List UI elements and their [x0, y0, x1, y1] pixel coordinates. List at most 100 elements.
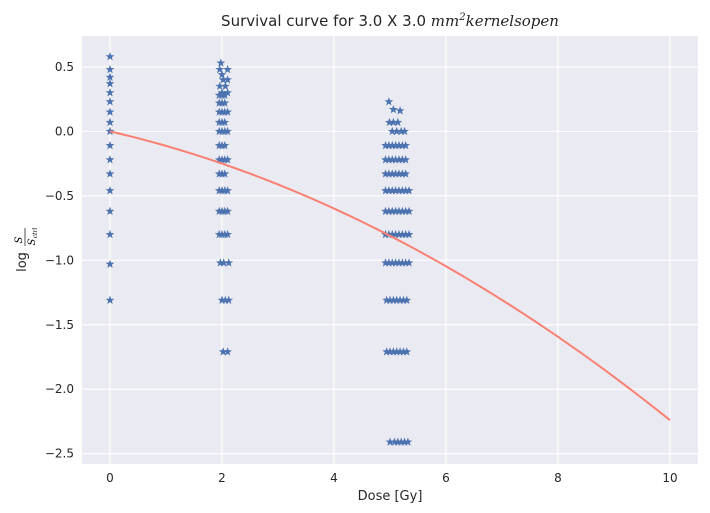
- scatter-point: [219, 258, 229, 267]
- scatter-point: [381, 169, 390, 178]
- scatter-point: [387, 206, 397, 216]
- scatter-point: [387, 169, 397, 178]
- scatter-point: [395, 347, 405, 356]
- scatter-point: [217, 70, 227, 79]
- scatter-point: [391, 155, 400, 164]
- y-axis-label-denominator: S: [27, 238, 38, 245]
- chart-title-math-rest: kernelsopen: [466, 12, 559, 30]
- scatter-point: [105, 295, 115, 304]
- scatter-point: [394, 206, 404, 216]
- scatter-point: [381, 258, 390, 267]
- scatter-point: [384, 229, 394, 239]
- x-axis-ticks: 0 2 4 6 8 10: [106, 471, 677, 485]
- scatter-point: [384, 97, 394, 106]
- scatter-point: [223, 75, 232, 84]
- x-tick-label: 8: [554, 471, 562, 485]
- scatter-point: [215, 81, 225, 90]
- scatter-point: [382, 295, 392, 304]
- scatter-point: [223, 347, 232, 356]
- scatter-point: [215, 258, 225, 267]
- scatter-point: [393, 117, 403, 127]
- scatter-point: [396, 126, 406, 136]
- scatter-point: [387, 126, 397, 136]
- scatter-point: [388, 347, 398, 356]
- scatter-point: [384, 140, 394, 150]
- scatter-point: [394, 186, 404, 195]
- scatter-point: [381, 186, 390, 195]
- x-tick-label: 10: [662, 471, 677, 485]
- scatter-point: [401, 186, 411, 195]
- scatter-point: [105, 79, 115, 88]
- fit-curve-group: [109, 130, 671, 421]
- scatter-point: [391, 258, 400, 267]
- scatter-point: [402, 295, 412, 304]
- scatter-point: [400, 126, 409, 136]
- scatter-point: [223, 126, 232, 136]
- scatter-point: [105, 169, 115, 178]
- scatter-point: [382, 347, 392, 356]
- y-tick-label: −0.5: [45, 189, 74, 203]
- scatter-point: [105, 126, 115, 136]
- scatter-point: [401, 155, 411, 164]
- chart-title-math-base: mm: [431, 12, 459, 30]
- y-tick-label: 0.5: [55, 60, 74, 74]
- x-tick-label: 4: [330, 471, 338, 485]
- scatter-point: [105, 229, 115, 239]
- y-tick-label: 0.0: [55, 124, 74, 138]
- y-tick-label: −2.5: [45, 447, 74, 461]
- scatter-point: [399, 295, 408, 304]
- scatter-point: [387, 140, 397, 150]
- scatter-point: [401, 169, 411, 178]
- scatter-point: [397, 229, 407, 239]
- scatter-point: [401, 229, 411, 239]
- scatter-point: [384, 186, 394, 195]
- scatter-point: [381, 206, 390, 216]
- scatter-point: [388, 104, 398, 114]
- y-axis-label-denominator-sub: ctrl: [32, 228, 39, 239]
- scatter-point: [105, 88, 115, 97]
- scatter-point: [400, 437, 409, 446]
- scatter-point: [391, 186, 400, 195]
- fit-curve: [109, 130, 671, 421]
- scatter-point: [105, 140, 115, 150]
- scatter-point: [215, 64, 225, 74]
- scatter-point: [387, 258, 397, 267]
- scatter-point: [220, 140, 230, 150]
- scatter-point: [392, 347, 402, 356]
- scatter-point: [223, 155, 232, 164]
- scatter-point: [218, 75, 228, 84]
- scatter-point: [220, 295, 230, 304]
- scatter-point: [218, 347, 228, 356]
- scatter-point: [396, 437, 406, 446]
- scatter-point: [105, 97, 115, 106]
- scatter-point: [401, 258, 411, 267]
- scatter-point: [384, 206, 394, 216]
- scatter-point: [402, 347, 412, 356]
- scatter-point: [223, 107, 232, 116]
- scatter-point: [105, 117, 115, 127]
- scatter-point: [388, 295, 398, 304]
- scatter-point: [392, 295, 402, 304]
- scatter-point: [404, 229, 414, 239]
- scatter-point: [391, 206, 400, 216]
- y-axis-ticks: 0.5 0.0 −0.5 −1.0 −1.5 −2.0 −2.5: [45, 60, 74, 461]
- y-tick-label: −1.0: [45, 253, 74, 267]
- scatter-point: [385, 295, 395, 304]
- x-tick-label: 6: [442, 471, 450, 485]
- scatter-points: [105, 52, 414, 446]
- scatter-point: [384, 155, 394, 164]
- scatter-point: [399, 347, 408, 356]
- scatter-point: [401, 140, 411, 150]
- scatter-point: [394, 258, 404, 267]
- y-axis-label-log: log: [15, 252, 30, 272]
- scatter-point: [223, 206, 232, 216]
- scatter-point: [105, 186, 115, 195]
- scatter-point: [381, 140, 390, 150]
- scatter-point: [391, 229, 400, 239]
- scatter-point: [385, 347, 395, 356]
- scatter-point: [387, 186, 397, 195]
- scatter-point: [384, 169, 394, 178]
- scatter-point: [393, 437, 403, 446]
- x-tick-label: 0: [106, 471, 114, 485]
